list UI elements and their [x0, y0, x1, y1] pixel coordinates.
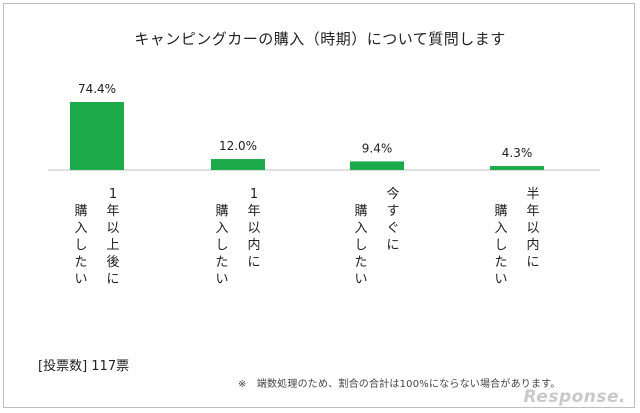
category-label-4-line-1: 半年以内に [526, 187, 540, 270]
category-label-4-line-2: 購入したい [494, 204, 508, 287]
data-label-4: 4.3% [502, 146, 533, 160]
vote-count: [投票数] 117票 [38, 359, 130, 374]
rounding-note: ※ 端数処理のため、割合の合計は100%にならない場合があります。 [238, 379, 561, 390]
data-label-1: 74.4% [78, 82, 116, 96]
chart-title: キャンピングカーの購入（時期）について質問します [134, 30, 506, 48]
category-label-3-line-2: 購入したい [354, 204, 368, 287]
category-label-3-line-1: 今すぐに [386, 187, 400, 253]
watermark-logo: Response. [523, 387, 626, 407]
bar-2 [211, 159, 265, 170]
data-label-3: 9.4% [362, 141, 393, 155]
bar-4 [490, 166, 544, 170]
bar-3 [350, 161, 404, 170]
bar-1 [70, 102, 124, 170]
category-label-2-line-2: 購入したい [215, 204, 229, 287]
category-label-1-line-2: 購入したい [74, 204, 88, 287]
data-label-2: 12.0% [219, 139, 257, 153]
chart-frame [3, 3, 635, 408]
